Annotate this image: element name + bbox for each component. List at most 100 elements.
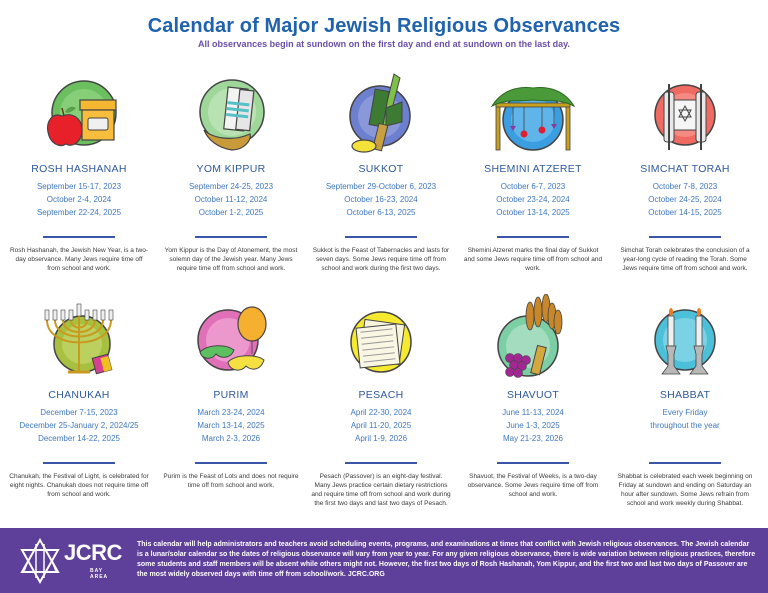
holiday-name: ROSH HASHANAH bbox=[31, 163, 127, 175]
holiday-date: December 7-15, 2023 bbox=[40, 408, 118, 417]
divider bbox=[43, 462, 115, 464]
holiday-dates: June 11-13, 2024 June 1-3, 2025 May 21-2… bbox=[458, 406, 608, 452]
footer: JCRC BAY AREA This calendar will help ad… bbox=[0, 528, 768, 593]
logo-text: JCRC bbox=[64, 540, 122, 565]
holiday-description: Shabbat is celebrated each week beginnin… bbox=[617, 472, 753, 507]
holiday-date: October 11-12, 2024 bbox=[194, 195, 268, 204]
page-title: Calendar of Major Jewish Religious Obser… bbox=[147, 15, 621, 37]
holiday-name: SHEMINI ATZERET bbox=[484, 163, 582, 175]
holiday-date: October 2-4, 2024 bbox=[46, 195, 112, 204]
holiday-description: Rosh Hashanah, the Jewish New Year, is a… bbox=[9, 246, 149, 272]
holiday-date: April 22-30, 2024 bbox=[350, 408, 412, 417]
holiday-date: March 2-3, 2026 bbox=[201, 434, 261, 443]
holiday-description: Purim is the Feast of Lots and does not … bbox=[163, 472, 299, 489]
holiday-name: YOM KIPPUR bbox=[196, 163, 266, 175]
divider bbox=[345, 236, 417, 238]
holiday-dates: September 15-17, 2023 October 2-4, 2024 … bbox=[4, 180, 154, 226]
holiday-date: October 14-15, 2025 bbox=[648, 208, 722, 217]
star-of-david-bridge-icon bbox=[20, 538, 60, 584]
page-subtitle: All observances begin at sundown on the … bbox=[198, 39, 570, 49]
holiday-date: October 24-25, 2024 bbox=[648, 195, 722, 204]
holiday-name: SUKKOT bbox=[358, 163, 404, 175]
holiday-row-2: CHANUKAH December 7-15, 2023 December 25… bbox=[0, 294, 768, 514]
holiday-date: October 7-8, 2023 bbox=[652, 182, 718, 191]
sukkah-icon bbox=[488, 68, 578, 154]
holiday-date: March 23-24, 2024 bbox=[197, 408, 265, 417]
holiday-dates: Every Friday throughout the year bbox=[610, 406, 760, 452]
holiday-row-1: ROSH HASHANAH September 15-17, 2023 Octo… bbox=[0, 68, 768, 288]
page-header: Calendar of Major Jewish Religious Obser… bbox=[0, 14, 768, 49]
holiday-date: Every Friday bbox=[662, 408, 708, 417]
wheat-grapes-icon bbox=[488, 294, 578, 380]
holiday-dates: September 24-25, 2023 October 11-12, 202… bbox=[156, 180, 306, 226]
holiday-description: Shavuot, the Festival of Weeks, is a two… bbox=[467, 472, 599, 498]
divider bbox=[497, 462, 569, 464]
holiday-date: June 1-3, 2025 bbox=[506, 421, 560, 430]
holiday-name: PESACH bbox=[358, 389, 404, 401]
logo-subtext: BAY AREA bbox=[90, 568, 109, 580]
torah-scroll-icon bbox=[640, 68, 730, 154]
holiday-dates: April 22-30, 2024 April 11-20, 2025 Apri… bbox=[306, 406, 456, 452]
holiday-date: April 11-20, 2025 bbox=[350, 421, 412, 430]
holiday-card-purim: PURIM March 23-24, 2024 March 13-14, 202… bbox=[156, 294, 306, 490]
divider bbox=[649, 236, 721, 238]
holiday-description: Pesach (Passover) is an eight-day festiv… bbox=[311, 472, 451, 507]
holiday-description: Chanukah, the Festival of Light, is cele… bbox=[9, 472, 149, 498]
holiday-date: October 23-24, 2024 bbox=[496, 195, 570, 204]
holiday-date: September 29-October 6, 2023 bbox=[325, 182, 437, 191]
holiday-dates: March 23-24, 2024 March 13-14, 2025 Marc… bbox=[156, 406, 306, 452]
holiday-description: Sukkot is the Feast of Tabernacles and l… bbox=[312, 246, 450, 272]
holiday-name: SIMCHAT TORAH bbox=[640, 163, 730, 175]
holiday-card-chanukah: CHANUKAH December 7-15, 2023 December 25… bbox=[4, 294, 154, 499]
holiday-description: Simchat Torah celebrates the conclusion … bbox=[620, 246, 750, 272]
holiday-card-shavuot: SHAVUOT June 11-13, 2024 June 1-3, 2025 … bbox=[458, 294, 608, 499]
holiday-card-pesach: PESACH April 22-30, 2024 April 11-20, 20… bbox=[306, 294, 456, 508]
divider bbox=[43, 236, 115, 238]
balloon-masks-icon bbox=[186, 294, 276, 380]
holiday-dates: December 7-15, 2023 December 25-January … bbox=[4, 406, 154, 452]
apple-honey-jar-icon bbox=[34, 68, 124, 154]
holiday-card-simchat-torah: SIMCHAT TORAH October 7-8, 2023 October … bbox=[610, 68, 760, 273]
jcrc-logo: JCRC BAY AREA bbox=[18, 538, 122, 584]
holiday-date: May 21-23, 2026 bbox=[502, 434, 564, 443]
footer-note: This calendar will help administrators a… bbox=[137, 541, 756, 578]
holiday-date: December 14-22, 2025 bbox=[38, 434, 120, 443]
holiday-date: September 24-25, 2023 bbox=[188, 182, 274, 191]
holiday-name: SHAVUOT bbox=[506, 389, 560, 401]
divider bbox=[649, 462, 721, 464]
menorah-dreidel-icon bbox=[34, 294, 124, 380]
lulav-etrog-icon bbox=[336, 68, 426, 154]
tallit-shofar-icon bbox=[186, 68, 276, 154]
holiday-date: April 1-9, 2026 bbox=[354, 434, 408, 443]
holiday-date: December 25-January 2, 2024/25 bbox=[19, 421, 139, 430]
holiday-card-rosh-hashanah: ROSH HASHANAH September 15-17, 2023 Octo… bbox=[4, 68, 154, 273]
divider bbox=[195, 462, 267, 464]
holiday-date: March 13-14, 2025 bbox=[197, 421, 265, 430]
holiday-name: PURIM bbox=[213, 389, 249, 401]
holiday-dates: October 6-7, 2023 October 23-24, 2024 Oc… bbox=[458, 180, 608, 226]
holiday-date: throughout the year bbox=[650, 421, 720, 430]
holiday-date: October 16-23, 2024 bbox=[344, 195, 418, 204]
holiday-date: September 22-24, 2025 bbox=[36, 208, 122, 217]
holiday-date: October 6-13, 2025 bbox=[346, 208, 416, 217]
divider bbox=[345, 462, 417, 464]
holiday-description: Shemini Atzeret marks the final day of S… bbox=[463, 246, 603, 272]
holiday-date: September 15-17, 2023 bbox=[36, 182, 122, 191]
holiday-card-sukkot: SUKKOT September 29-October 6, 2023 Octo… bbox=[306, 68, 456, 273]
holiday-card-yom-kippur: YOM KIPPUR September 24-25, 2023 October… bbox=[156, 68, 306, 273]
holiday-date: October 6-7, 2023 bbox=[500, 182, 566, 191]
matzah-icon bbox=[336, 294, 426, 380]
holiday-dates: September 29-October 6, 2023 October 16-… bbox=[306, 180, 456, 226]
holiday-description: Yom Kippur is the Day of Atonement, the … bbox=[164, 246, 298, 272]
holiday-date: June 11-13, 2024 bbox=[502, 408, 564, 417]
holiday-name: CHANUKAH bbox=[48, 389, 110, 401]
candlesticks-icon bbox=[640, 294, 730, 380]
holiday-dates: October 7-8, 2023 October 24-25, 2024 Oc… bbox=[610, 180, 760, 226]
divider bbox=[195, 236, 267, 238]
holiday-date: October 13-14, 2025 bbox=[496, 208, 570, 217]
holiday-card-shabbat: SHABBAT Every Friday throughout the year… bbox=[610, 294, 760, 508]
holiday-card-shemini-atzeret: SHEMINI ATZERET October 6-7, 2023 Octobe… bbox=[458, 68, 608, 273]
divider bbox=[497, 236, 569, 238]
holiday-date: October 1-2, 2025 bbox=[198, 208, 264, 217]
holiday-name: SHABBAT bbox=[659, 389, 711, 401]
